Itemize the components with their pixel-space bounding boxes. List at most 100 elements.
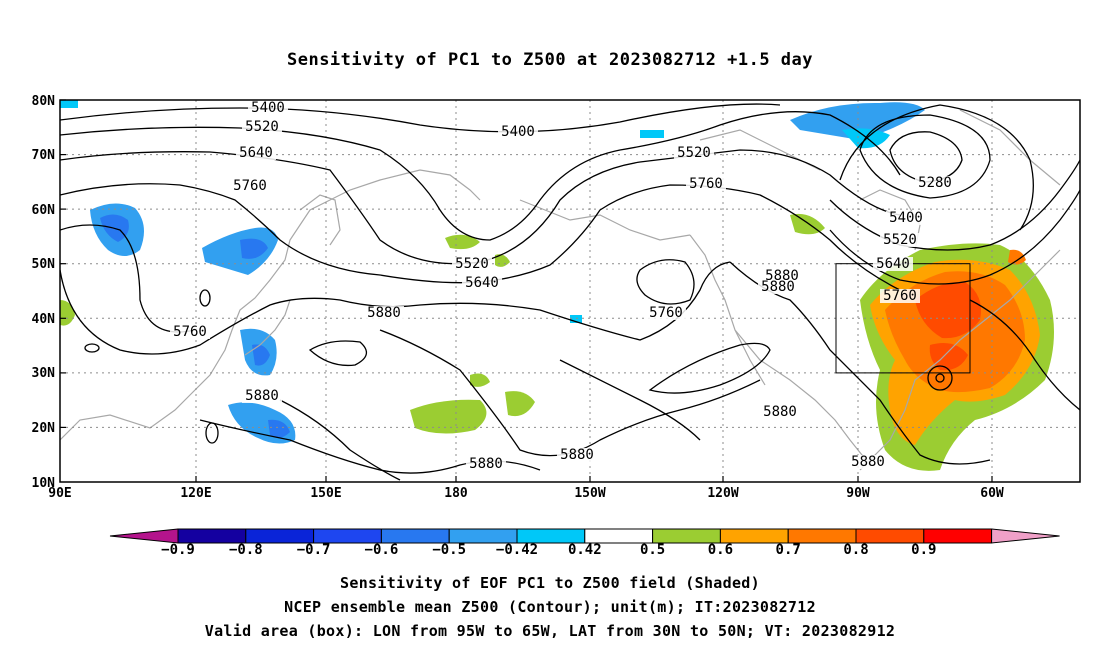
- contour-label-bg: [242, 120, 282, 134]
- contour-5880-west-na: [729, 261, 991, 465]
- contour-label: 5760: [883, 288, 917, 304]
- contour-label: 5640: [465, 275, 499, 291]
- colorbar-tick-label: 0.6: [707, 542, 734, 558]
- coast-kamchatka: [299, 194, 341, 246]
- contour-label-bg: [915, 176, 955, 190]
- lat-label-40n: 40N: [32, 312, 56, 327]
- contour-small-oval-a: [308, 340, 367, 367]
- contour-5640-pac-oval: [636, 259, 695, 305]
- contour-label-bg: [880, 289, 920, 303]
- map-frame: [59, 99, 1081, 483]
- shade-neg-ryukyu: [228, 402, 296, 444]
- lat-label-60n: 60N: [32, 203, 56, 218]
- contour-label-bg: [762, 269, 802, 283]
- shade-neg-ryukyu-core: [268, 419, 290, 438]
- contour-hurricane-outer: [927, 365, 953, 391]
- contour-label-bg: [236, 146, 276, 160]
- contour-label: 5880: [763, 404, 797, 420]
- colorbar-tick-label: 0.7: [775, 542, 801, 558]
- axis-ticks: [60, 99, 993, 482]
- coast-greenland: [959, 109, 1061, 186]
- contour-label-bg: [466, 457, 506, 471]
- colorbar-left-triangle: [109, 528, 179, 544]
- coast-baja: [734, 329, 766, 386]
- contour-label-bg: [462, 276, 502, 290]
- colorbar-tick-label: −0.8: [228, 542, 263, 558]
- contour-label: 5880: [469, 456, 503, 472]
- colorbar-bin: [787, 528, 857, 544]
- shade-pos-na-red-b: [929, 342, 968, 371]
- colorbar-bin: [313, 528, 382, 544]
- contour-label: 5400: [501, 124, 535, 140]
- contour-label: 5640: [876, 256, 910, 272]
- colorbar-bin: [380, 528, 450, 544]
- lon-label-90e: 90E: [48, 486, 71, 501]
- colorbar-tick-label: 0.42: [567, 542, 602, 558]
- coast-asia: [60, 169, 481, 441]
- contour-5520-arctic: [839, 104, 1034, 231]
- lat-label-50n: 50N: [32, 257, 56, 272]
- colorbar-bin: [719, 528, 789, 544]
- contour-label-bg: [230, 179, 270, 193]
- footer-line-1: Sensitivity of EOF PC1 to Z500 field (Sh…: [340, 574, 760, 592]
- contour-label-bg: [674, 146, 714, 160]
- contour-small-loop-b: [205, 422, 219, 444]
- coast-alaska: [519, 199, 691, 241]
- contour-5880-mid: [279, 399, 401, 481]
- contour-label: 5880: [367, 305, 401, 321]
- contour-label-bg: [873, 257, 913, 271]
- contour-label-bg: [758, 280, 798, 294]
- contour-small-loop-c: [84, 343, 100, 353]
- lat-label-80n: 80N: [32, 94, 56, 109]
- colorbar-bin: [516, 528, 586, 544]
- lat-label-70n: 70N: [32, 148, 56, 163]
- map-title: Sensitivity of PC1 to Z500 at 2023082712…: [286, 50, 813, 70]
- contour-5400-main: [60, 103, 781, 133]
- contour-label-bg: [248, 101, 288, 115]
- contour-label: 5520: [245, 119, 279, 135]
- contour-label: 5760: [173, 324, 207, 340]
- colorbar-tick-label: −0.9: [161, 542, 195, 558]
- shade-neg-arctic-canada: [790, 102, 925, 140]
- contour-label-bg: [557, 448, 597, 462]
- lon-label-150e: 150E: [310, 486, 341, 501]
- contour-hurricane-inner: [935, 373, 945, 383]
- contour-label-bg: [760, 405, 800, 419]
- contour-label: 5760: [649, 305, 683, 321]
- contour-label-bg: [848, 455, 888, 469]
- shade-neg-japan-core: [252, 344, 270, 366]
- contour-label-bg: [886, 211, 926, 225]
- colorbar-bin: [923, 528, 993, 544]
- shade-neg-small-a: [60, 100, 78, 108]
- colorbar: [109, 528, 1060, 544]
- contour-5880-central: [559, 359, 701, 441]
- contour-small-loop-a: [199, 289, 211, 307]
- shade-neg-manchuria: [202, 227, 278, 275]
- coast-arctic: [699, 129, 821, 171]
- contour-label-bg: [686, 177, 726, 191]
- contour-label: 5760: [233, 178, 267, 194]
- contour-label: 5880: [245, 388, 279, 404]
- lon-label-120e: 120E: [180, 486, 211, 501]
- contour-label: 5400: [889, 210, 923, 226]
- lon-label-60w: 60W: [980, 486, 1004, 501]
- lon-label-150w: 150W: [574, 486, 605, 501]
- colorbar-tick-label: 0.8: [843, 542, 869, 558]
- contour-label: 5280: [918, 175, 952, 191]
- sensitivity-shading: [60, 100, 1054, 471]
- contour-label-bg: [646, 306, 686, 320]
- colorbar-tick-label: −0.5: [432, 542, 467, 558]
- colorbar-bin: [448, 528, 518, 544]
- contour-label: 5520: [883, 232, 917, 248]
- contour-label-bg: [242, 389, 282, 403]
- contour-label-bg: [364, 306, 404, 320]
- colorbar-bin: [584, 528, 654, 544]
- contour-label: 5520: [455, 256, 489, 272]
- lat-label-30n: 30N: [32, 366, 56, 381]
- colorbar-bin: [652, 528, 721, 544]
- shade-pos-gulf: [895, 399, 920, 434]
- lat-label-20n: 20N: [32, 421, 56, 436]
- lon-label-90w: 90W: [846, 486, 870, 501]
- contour-label-bg: [452, 257, 492, 271]
